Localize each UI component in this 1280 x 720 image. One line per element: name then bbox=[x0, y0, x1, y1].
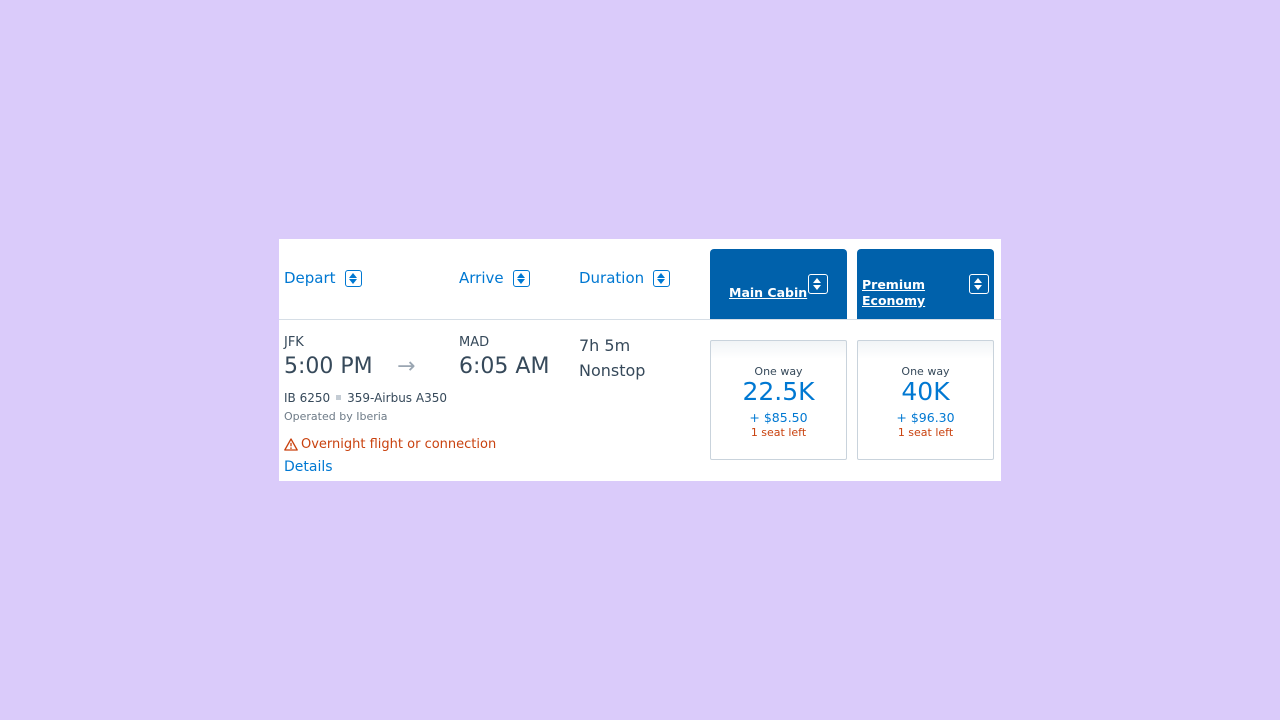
duration-header-label: Duration bbox=[579, 269, 645, 287]
separator-dot-icon bbox=[336, 395, 342, 400]
depart-time: 5:00 PM bbox=[284, 354, 373, 379]
seats-left: 1 seat left bbox=[897, 426, 954, 439]
main-cabin-label[interactable]: Main Cabin bbox=[729, 285, 808, 300]
sort-icon[interactable] bbox=[344, 269, 362, 287]
destination-airport: MAD bbox=[459, 335, 490, 350]
sort-icon[interactable] bbox=[512, 269, 530, 287]
aircraft-type: 359-Airbus A350 bbox=[347, 391, 447, 405]
operated-by: Operated by Iberia bbox=[284, 410, 388, 423]
sort-icon[interactable] bbox=[653, 269, 671, 287]
flight-duration: 7h 5m bbox=[579, 336, 631, 355]
fare-miles: 40K bbox=[901, 377, 950, 406]
flight-info: IB 6250 359-Airbus A350 bbox=[284, 391, 447, 405]
premium-economy-label[interactable]: Premium Economy bbox=[862, 277, 926, 308]
seats-left: 1 seat left bbox=[750, 426, 807, 439]
fare-taxes: + $85.50 bbox=[749, 410, 808, 425]
flight-number: IB 6250 bbox=[284, 391, 331, 405]
fare-miles: 22.5K bbox=[742, 377, 815, 406]
trip-type: One way bbox=[754, 365, 803, 378]
sort-icon[interactable] bbox=[808, 274, 828, 294]
results-header: Depart Arrive Duration Main Cabin Premiu… bbox=[279, 239, 1001, 320]
sort-depart-header[interactable]: Depart bbox=[284, 267, 362, 289]
origin-airport: JFK bbox=[284, 335, 304, 350]
sort-icon[interactable] bbox=[969, 274, 989, 294]
trip-type: One way bbox=[901, 365, 950, 378]
flight-result-card: Depart Arrive Duration Main Cabin Premiu… bbox=[279, 239, 1001, 481]
details-link[interactable]: Details bbox=[284, 459, 333, 475]
arrow-right-icon: → bbox=[397, 354, 416, 379]
overnight-warning: Overnight flight or connection bbox=[284, 437, 496, 452]
cabin-header-main-cabin[interactable]: Main Cabin bbox=[710, 249, 847, 319]
fare-option-main-cabin[interactable]: One way 22.5K + $85.50 1 seat left bbox=[710, 340, 847, 460]
flight-stops: Nonstop bbox=[579, 361, 646, 380]
fare-option-premium-economy[interactable]: One way 40K + $96.30 1 seat left bbox=[857, 340, 994, 460]
arrive-header-label: Arrive bbox=[459, 269, 504, 287]
depart-header-label: Depart bbox=[284, 269, 336, 287]
warning-triangle-icon bbox=[284, 438, 298, 451]
cabin-header-premium-economy[interactable]: Premium Economy bbox=[857, 249, 994, 319]
fare-taxes: + $96.30 bbox=[896, 410, 955, 425]
sort-duration-header[interactable]: Duration bbox=[579, 267, 671, 289]
arrive-time: 6:05 AM bbox=[459, 354, 550, 379]
sort-arrive-header[interactable]: Arrive bbox=[459, 267, 530, 289]
warning-text: Overnight flight or connection bbox=[301, 437, 497, 452]
